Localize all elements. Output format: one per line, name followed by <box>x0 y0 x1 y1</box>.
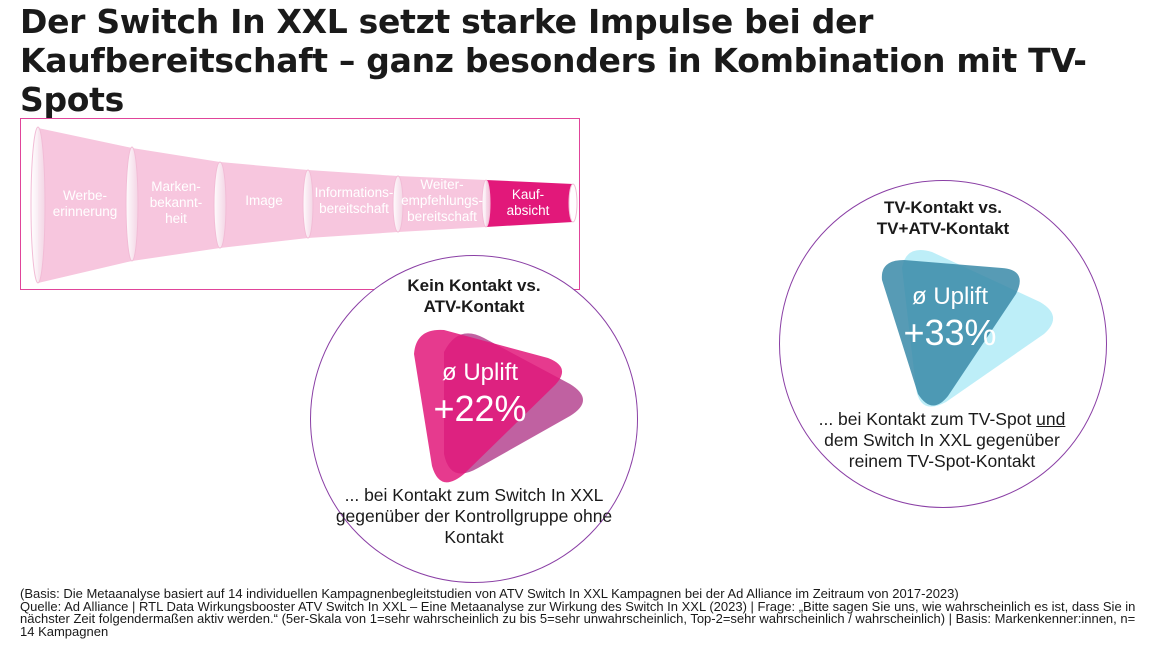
footer-basis: (Basis: Die Metaanalyse basiert auf 14 i… <box>20 586 959 601</box>
funnel-stage-label-3: Image <box>245 193 283 208</box>
funnel-stage-label-2: Marken- bekannt- heit <box>149 179 203 226</box>
funnel-stage-label-6: Kauf- absicht <box>506 187 550 218</box>
footer-notes: (Basis: Die Metaanalyse basiert auf 14 i… <box>20 586 1145 639</box>
funnel-frame <box>20 118 580 290</box>
circle-tv-atv-uplift-value: +33% <box>903 312 997 353</box>
funnel-diagram <box>30 126 578 284</box>
footer-source: Quelle: Ad Alliance | RTL Data Wirkungsb… <box>20 598 1136 639</box>
funnel-segment-4 <box>308 170 398 238</box>
play-triangle-teal-icon <box>881 250 1054 407</box>
funnel-ring-7 <box>568 183 578 223</box>
funnel-segment-2 <box>132 148 220 261</box>
circle-tv-atv-heading: TV-Kontakt vs. TV+ATV-Kontakt <box>876 198 1010 238</box>
funnel-ring-5 <box>392 175 404 233</box>
circle-tv-atv-uplift-label: ø Uplift <box>911 283 988 310</box>
circle-atv-uplift-value: +22% <box>433 388 527 429</box>
funnel-ring-4 <box>302 169 314 239</box>
funnel-stage-label-5: Weiter- empfehlungs- bereitschaft <box>401 177 483 224</box>
circle-tv-atv-description-post: dem Switch In XXL gegenüber reinem TV-Sp… <box>824 430 1060 471</box>
funnel-stage-label-4: Informations- bereitschaft <box>314 185 394 216</box>
funnel-segment-3 <box>220 162 308 248</box>
funnel-stage-label-1: Werbe- erinnerung <box>52 188 118 219</box>
funnel-ring-3 <box>213 161 227 249</box>
page-title: Der Switch In XXL setzt starke Impulse b… <box>20 2 1087 119</box>
circle-atv-uplift-label: ø Uplift <box>441 359 518 386</box>
circle-atv-description: ... bei Kontakt zum Switch In XXL gegenü… <box>330 485 618 548</box>
circle-atv-description-text: ... bei Kontakt zum Switch In XXL gegenü… <box>335 485 613 547</box>
funnel-ring-2 <box>125 146 139 262</box>
circle-tv-atv-description-underlined: und <box>1036 409 1066 429</box>
funnel-segment-6 <box>486 180 573 227</box>
play-triangle-magenta-icon <box>414 329 583 483</box>
funnel-ring-1 <box>30 126 46 284</box>
funnel-ring-6 <box>481 179 491 228</box>
funnel-segment-5 <box>398 176 486 232</box>
funnel-segment-1 <box>38 128 132 283</box>
circle-atv-heading: Kein Kontakt vs. ATV-Kontakt <box>407 276 541 316</box>
circle-tv-atv-description-pre: ... bei Kontakt zum TV-Spot <box>818 409 1037 429</box>
circle-tv-atv-description: ... bei Kontakt zum TV-Spot und dem Swit… <box>808 409 1076 472</box>
